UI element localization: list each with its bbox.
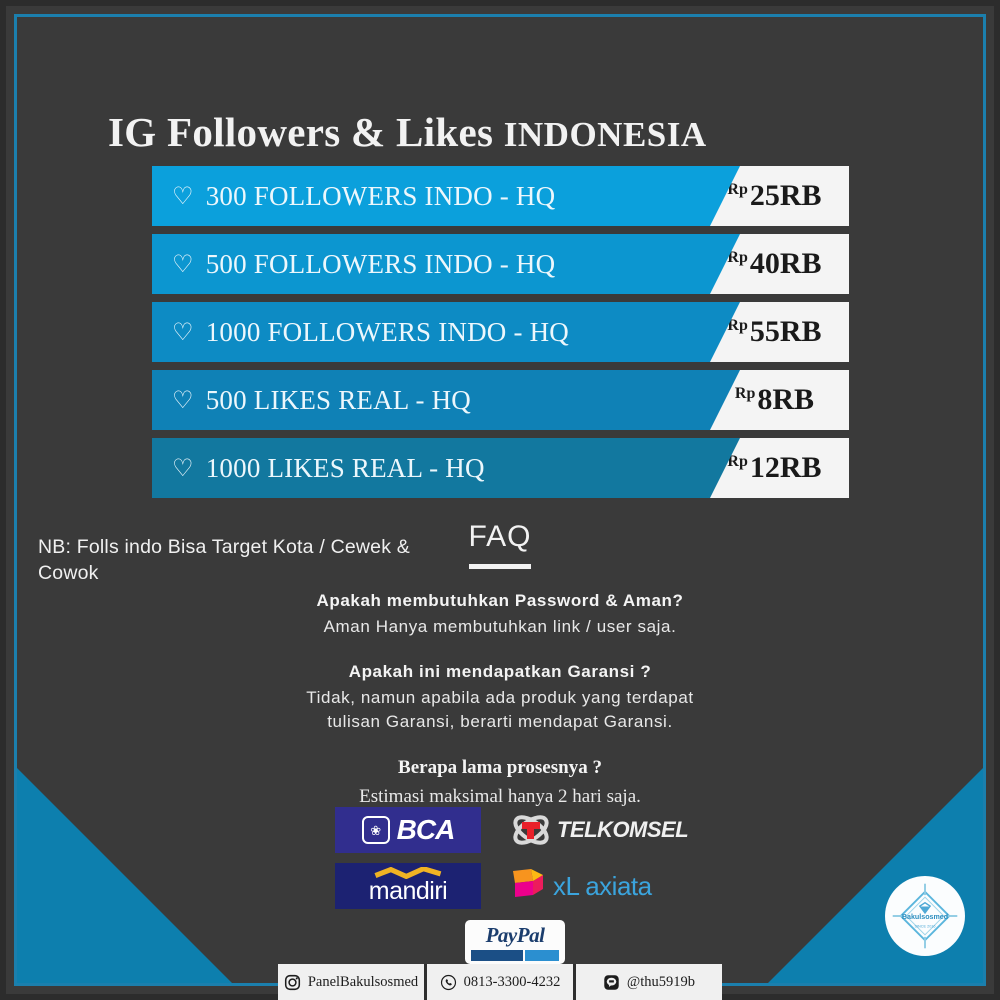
- price-amount: 12RB: [749, 451, 822, 484]
- payment-methods: ❀ BCA TELKOMSEL: [335, 806, 695, 974]
- payment-row-1: ❀ BCA TELKOMSEL: [335, 806, 695, 854]
- package-label-panel: ♡ 500 LIKES REAL - HQ: [152, 370, 700, 430]
- package-label: 300 FOLLOWERS INDO - HQ: [205, 180, 556, 211]
- faq-question: Berapa lama prosesnya ?: [398, 756, 602, 778]
- contact-value: @thu5919b: [626, 973, 696, 990]
- whatsapp-icon: [440, 974, 457, 991]
- package-label-panel: ♡ 1000 FOLLOWERS INDO - HQ: [152, 302, 700, 362]
- payment-row-3: PayPal: [335, 918, 695, 966]
- mandiri-label: mandiri: [368, 876, 448, 905]
- line-icon: [603, 974, 620, 991]
- contact-item[interactable]: PanelBakulsosmed: [278, 964, 424, 1000]
- badge-sub-text: SINCE 2016: [914, 924, 935, 928]
- contact-value: PanelBakulsosmed: [307, 973, 419, 990]
- package-label-panel: ♡ 500 FOLLOWERS INDO - HQ: [152, 234, 700, 294]
- badge-brand-text: Bakulsosmed: [902, 913, 948, 921]
- faq-question: Apakah membutuhkan Password & Aman?: [316, 591, 684, 610]
- package-row[interactable]: Rp8RB ♡ 500 LIKES REAL - HQ: [152, 370, 849, 430]
- contact-item[interactable]: 0813-3300-4232: [427, 964, 573, 1000]
- title-sub: INDONESIA: [503, 115, 707, 154]
- package-list: Rp25RB ♡ 300 FOLLOWERS INDO - HQ Rp40RB ♡ 500…: [152, 166, 849, 506]
- package-price: Rp8RB: [735, 383, 814, 417]
- heart-icon: ♡: [172, 320, 194, 346]
- package-label: 1000 FOLLOWERS INDO - HQ: [205, 316, 569, 347]
- faq-title: FAQ: [468, 520, 532, 553]
- price-amount: 25RB: [749, 179, 822, 212]
- faq-item-3: Berapa lama prosesnya ? Estimasi maksima…: [300, 757, 700, 811]
- currency-symbol: Rp: [727, 181, 748, 198]
- heart-icon: ♡: [172, 184, 194, 210]
- package-label-panel: ♡ 1000 LIKES REAL - HQ: [152, 438, 700, 498]
- heart-icon: ♡: [172, 456, 194, 482]
- telkomsel-logo: TELKOMSEL: [511, 810, 689, 850]
- title-main: IG Followers & Likes: [108, 109, 504, 155]
- package-row[interactable]: Rp25RB ♡ 300 FOLLOWERS INDO - HQ: [152, 166, 849, 226]
- faq-section: FAQ Apakah membutuhkan Password & Aman? …: [300, 520, 700, 810]
- page-title: IG Followers & Likes INDONESIA: [108, 108, 707, 156]
- currency-symbol: Rp: [734, 385, 756, 402]
- contact-value: 0813-3300-4232: [463, 973, 561, 990]
- mandiri-wave-icon: [374, 866, 442, 879]
- currency-symbol: Rp: [727, 249, 748, 266]
- contact-item[interactable]: @thu5919b: [576, 964, 722, 1000]
- currency-symbol: Rp: [727, 453, 748, 470]
- bakulsosmed-logo-icon: Bakulsosmed SINCE 2016: [892, 883, 958, 949]
- telkomsel-mark-icon: [511, 810, 551, 850]
- package-price-panel: Rp25RB: [700, 166, 849, 226]
- note-text: NB: Folls indo Bisa Target Kota / Cewek …: [38, 536, 411, 585]
- faq-answer: Tidak, namun apabila ada produk yang ter…: [306, 687, 694, 732]
- package-price: Rp55RB: [727, 315, 821, 349]
- package-label: 1000 LIKES REAL - HQ: [205, 452, 485, 483]
- package-price: Rp25RB: [727, 179, 821, 213]
- price-amount: 55RB: [749, 315, 822, 348]
- xl-axiata-logo: xL axiata: [511, 867, 652, 905]
- xl-axiata-label: xL axiata: [553, 870, 652, 901]
- package-row[interactable]: Rp55RB ♡ 1000 FOLLOWERS INDO - HQ: [152, 302, 849, 362]
- faq-answer: Aman Hanya membutuhkan link / user saja.: [323, 617, 677, 636]
- bca-seal-icon: ❀: [361, 816, 390, 844]
- package-label: 500 LIKES REAL - HQ: [205, 384, 471, 415]
- brand-badge: Bakulsosmed SINCE 2016: [885, 876, 965, 956]
- package-price: Rp40RB: [727, 247, 821, 281]
- payment-row-2: mandiri xL axiata: [335, 862, 695, 910]
- heart-icon: ♡: [172, 252, 194, 278]
- paypal-bars: [471, 950, 559, 961]
- instagram-icon: [284, 974, 301, 991]
- telkomsel-label: TELKOMSEL: [557, 817, 689, 842]
- package-price: Rp12RB: [727, 451, 821, 485]
- bca-label: BCA: [396, 814, 456, 845]
- faq-item-2: Apakah ini mendapatkan Garansi ? Tidak, …: [300, 662, 700, 735]
- mandiri-logo: mandiri: [335, 863, 481, 909]
- price-amount: 40RB: [749, 247, 822, 280]
- package-row[interactable]: Rp12RB ♡ 1000 LIKES REAL - HQ: [152, 438, 849, 498]
- heart-icon: ♡: [172, 388, 194, 414]
- corner-triangle-left: [17, 768, 232, 983]
- contact-bar: PanelBakulsosmed 0813-3300-4232 @thu5919b: [278, 964, 722, 1000]
- faq-question: Apakah ini mendapatkan Garansi ?: [348, 661, 652, 681]
- price-amount: 8RB: [757, 383, 815, 416]
- faq-answer: Estimasi maksimal hanya 2 hari saja.: [359, 785, 641, 807]
- package-label-panel: ♡ 300 FOLLOWERS INDO - HQ: [152, 166, 700, 226]
- currency-symbol: Rp: [727, 317, 748, 334]
- faq-underline: [469, 564, 531, 569]
- paypal-logo: PayPal: [465, 920, 565, 964]
- xl-cube-icon: [513, 869, 543, 897]
- paypal-label: PayPal: [485, 923, 545, 947]
- package-label: 500 FOLLOWERS INDO - HQ: [205, 248, 556, 279]
- faq-item-1: Apakah membutuhkan Password & Aman? Aman…: [300, 591, 700, 640]
- bca-logo: ❀ BCA: [335, 807, 481, 853]
- package-row[interactable]: Rp40RB ♡ 500 FOLLOWERS INDO - HQ: [152, 234, 849, 294]
